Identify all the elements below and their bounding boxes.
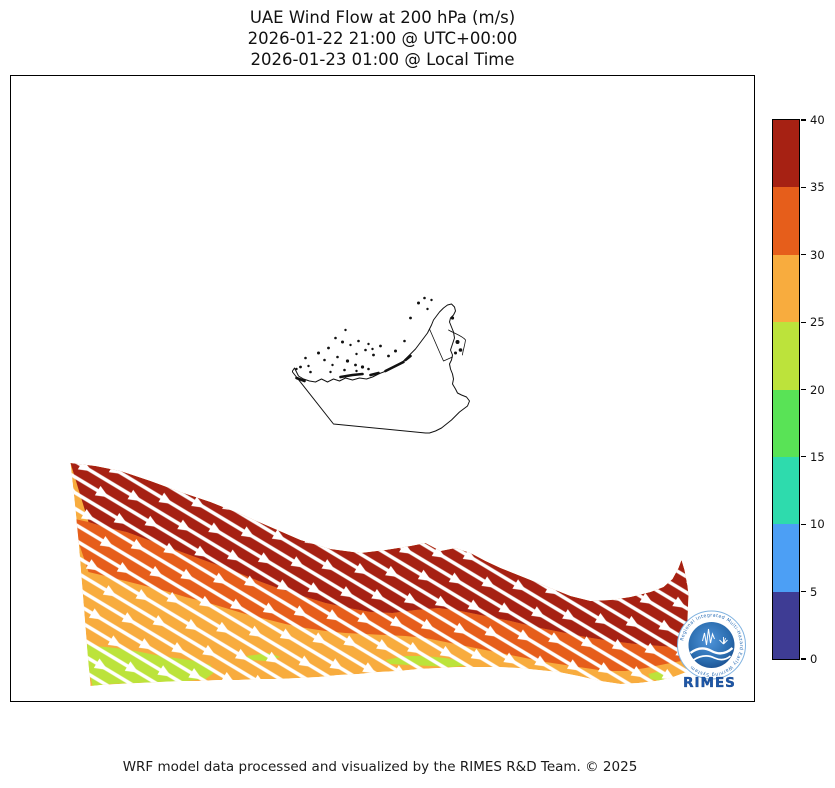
colorbar-segment: [773, 254, 799, 323]
colorbar-tick: [801, 186, 806, 188]
colorbar-tick: [801, 388, 806, 391]
plot-subtitle-local: 2026-01-23 01:00 @ Local Time: [250, 50, 515, 69]
colorbar-segment: [773, 389, 799, 457]
footer-credit: WRF model data processed and visualized …: [122, 759, 638, 775]
rimes-logo-wave2-icon: [693, 655, 732, 661]
colorbar-segment: [773, 456, 799, 525]
streamlines-overlay: [70, 463, 689, 686]
map-axes: Regional Integrated Multi-Hazard Early W…: [10, 75, 755, 702]
rimes-logo-palm-icon: [719, 637, 728, 645]
colorbar-tick: [801, 658, 806, 660]
colorbar-tick-label: 15: [810, 449, 825, 464]
colorbar-segment: [773, 322, 799, 390]
rimes-wordmark: RIMES: [683, 675, 736, 691]
plot-subtitle-utc: 2026-01-22 21:00 @ UTC+00:00: [247, 29, 518, 48]
rimes-logo-wave-icon: [689, 647, 734, 655]
uae-interior-borders: [429, 328, 466, 362]
colorbar-tick-label: 25: [810, 315, 825, 330]
map-canvas: Regional Integrated Multi-Hazard Early W…: [70, 296, 746, 691]
plot-title: UAE Wind Flow at 200 hPa (m/s): [249, 8, 516, 27]
colorbar-tick: [801, 591, 806, 593]
colorbar-tick: [801, 254, 806, 256]
rimes-logo: Regional Integrated Multi-Hazard Early W…: [677, 610, 746, 691]
wind-band: [70, 463, 689, 686]
colorbar-tick-label: 5: [810, 584, 818, 599]
colorbar-segment: [773, 120, 799, 188]
uae-map: [292, 296, 470, 434]
colorbar: [772, 119, 800, 660]
colorbar-tick: [801, 119, 806, 121]
islands: [295, 296, 463, 374]
colorbar-segment: [773, 524, 799, 592]
colorbar-tick: [801, 321, 806, 323]
colorbar-tick-label: 0: [810, 652, 818, 666]
colorbar-tick: [801, 523, 806, 525]
colorbar-segment: [773, 591, 799, 659]
plot-title-block: UAE Wind Flow at 200 hPa (m/s) 2026-01-2…: [10, 7, 755, 70]
colorbar-tick-label: 20: [810, 382, 825, 397]
colorbar-segment: [773, 187, 799, 255]
rimes-logo-globe: [688, 622, 735, 668]
rimes-logo-seismograph-icon: [702, 628, 715, 646]
colorbar-tick-label: 10: [810, 517, 825, 532]
colorbar-tick-label: 30: [810, 247, 825, 262]
dense-coastline: [295, 354, 412, 383]
colorbar-tick: [801, 456, 806, 458]
colorbar-tick-label: 40: [810, 113, 825, 127]
colorbar-tick-label: 35: [810, 180, 825, 195]
uae-border: [292, 303, 470, 434]
